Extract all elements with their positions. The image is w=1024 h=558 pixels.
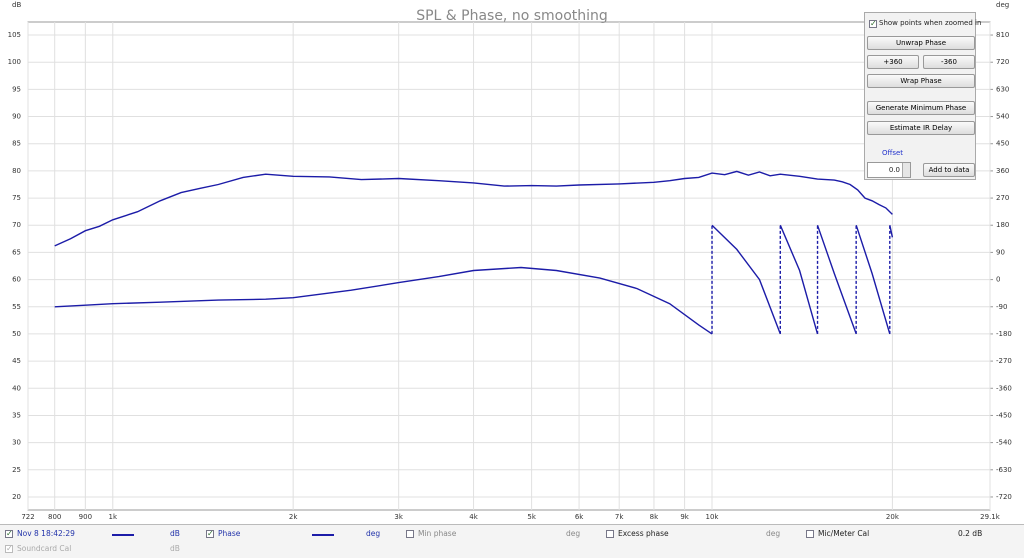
cal-label: Soundcard Cal xyxy=(17,544,72,553)
x-tick-label: 10k xyxy=(706,513,720,521)
y-tick-label: 50 xyxy=(12,330,21,338)
x-tick-label: 20k xyxy=(886,513,900,521)
cal-unit: dB xyxy=(170,544,180,553)
x-tick-label: 8k xyxy=(650,513,659,521)
y2-tick-label: -90 xyxy=(996,303,1007,311)
y-tick-label: 25 xyxy=(12,466,21,474)
button[interactable]: +360 xyxy=(867,55,919,69)
button[interactable]: Unwrap Phase xyxy=(867,36,975,50)
y-axis-label: dB xyxy=(12,1,21,9)
button[interactable]: Wrap Phase xyxy=(867,74,975,88)
control-panel: ✓ Show points when zoomed in Unwrap Phas… xyxy=(864,12,981,180)
legend-unit: deg xyxy=(366,529,381,538)
y-tick-label: 30 xyxy=(12,439,21,447)
series-line xyxy=(54,266,713,335)
y2-axis-label: deg xyxy=(996,1,1009,9)
x-tick-label: 29.1k xyxy=(980,513,1001,521)
button[interactable]: Generate Minimum Phase xyxy=(867,101,975,115)
y-tick-label: 95 xyxy=(12,85,21,93)
series-line xyxy=(54,170,893,247)
y2-tick-label: 540 xyxy=(996,113,1009,121)
checkbox[interactable]: ✓ xyxy=(206,529,214,538)
y-tick-label: 75 xyxy=(12,194,21,202)
y2-tick-label: 270 xyxy=(996,194,1009,202)
y-tick-label: 20 xyxy=(12,493,21,501)
chart-title: SPL & Phase, no smoothing xyxy=(416,8,608,24)
series-line xyxy=(816,224,857,335)
offset-input[interactable]: 0.0 xyxy=(867,162,911,178)
x-tick-label: 4k xyxy=(469,513,478,521)
y2-tick-label: -630 xyxy=(996,466,1012,474)
legend-unit: dB xyxy=(170,529,180,538)
trace-label: Min phase xyxy=(418,529,457,538)
button[interactable]: Estimate IR Delay xyxy=(867,121,975,135)
y-tick-label: 85 xyxy=(12,140,21,148)
trace-unit: deg xyxy=(566,529,581,538)
y-tick-label: 55 xyxy=(12,303,21,311)
y-tick-label: 100 xyxy=(8,58,21,66)
y2-tick-label: -180 xyxy=(996,330,1012,338)
legend-name: Nov 8 18:42:29 xyxy=(17,529,75,538)
y2-tick-label: 360 xyxy=(996,167,1009,175)
y-tick-label: 40 xyxy=(12,384,21,392)
chart-bg xyxy=(0,0,1024,522)
series-line xyxy=(779,224,819,335)
legend-bar: ✓ Nov 8 18:42:29 dB ✓ Phase deg Min phas… xyxy=(0,524,1024,558)
checkbox[interactable]: ✓ xyxy=(5,529,13,538)
y-tick-label: 70 xyxy=(12,221,21,229)
legend-swatch xyxy=(312,534,334,536)
offset-label: Offset xyxy=(882,149,904,157)
spinner[interactable] xyxy=(902,163,910,177)
checkbox[interactable] xyxy=(406,530,414,538)
y-tick-label: 45 xyxy=(12,357,21,365)
trace-label: Excess phase xyxy=(618,529,669,538)
x-tick-label: 2k xyxy=(289,513,298,521)
x-tick-label: 3k xyxy=(394,513,403,521)
y2-tick-label: 450 xyxy=(996,140,1009,148)
y2-tick-label: -720 xyxy=(996,493,1012,501)
y2-tick-label: -540 xyxy=(996,439,1012,447)
checkbox[interactable] xyxy=(806,530,814,538)
button[interactable]: Add to data xyxy=(923,163,975,177)
checkbox[interactable]: ✓ xyxy=(5,544,13,553)
x-tick-label: 900 xyxy=(79,513,92,521)
y-tick-label: 80 xyxy=(12,167,21,175)
y-tick-label: 35 xyxy=(12,411,21,419)
y2-tick-label: 0 xyxy=(996,276,1000,284)
y-tick-label: 105 xyxy=(8,31,21,39)
y2-tick-label: 720 xyxy=(996,58,1009,66)
y2-tick-label: -270 xyxy=(996,357,1012,365)
x-tick-label: 1k xyxy=(109,513,118,521)
legend-name: Phase xyxy=(218,529,241,538)
trace-unit: deg xyxy=(766,529,781,538)
button[interactable]: -360 xyxy=(923,55,975,69)
cal-value: 0.2 dB xyxy=(958,529,983,538)
y-tick-label: 90 xyxy=(12,113,21,121)
checkbox[interactable] xyxy=(606,530,614,538)
y-tick-label: 65 xyxy=(12,248,21,256)
y2-tick-label: 630 xyxy=(996,85,1009,93)
x-tick-label: 9k xyxy=(680,513,689,521)
legend-swatch xyxy=(112,534,134,536)
chart: SPL & Phase, no smoothing dB deg 20 25 30 3… xyxy=(0,0,1024,522)
checkbox[interactable]: ✓ xyxy=(869,19,877,28)
cal-label: Mic/Meter Cal xyxy=(818,529,870,538)
x-tick-label: 800 xyxy=(48,513,61,521)
x-tick-label: 6k xyxy=(575,513,584,521)
y2-tick-label: -450 xyxy=(996,411,1012,419)
x-tick-label: 722 xyxy=(21,513,34,521)
series-line xyxy=(855,224,891,335)
x-tick-label: 5k xyxy=(527,513,536,521)
series-line xyxy=(889,225,894,238)
y2-tick-label: 810 xyxy=(996,31,1009,39)
y2-tick-label: 180 xyxy=(996,221,1009,229)
y-tick-label: 60 xyxy=(12,276,21,284)
offset-value: 0.0 xyxy=(888,166,900,174)
y2-tick-label: 90 xyxy=(996,248,1005,256)
series-line xyxy=(711,224,781,335)
y2-tick-label: -360 xyxy=(996,384,1012,392)
x-tick-label: 7k xyxy=(615,513,624,521)
checkbox-label: Show points when zoomed in xyxy=(879,19,982,27)
